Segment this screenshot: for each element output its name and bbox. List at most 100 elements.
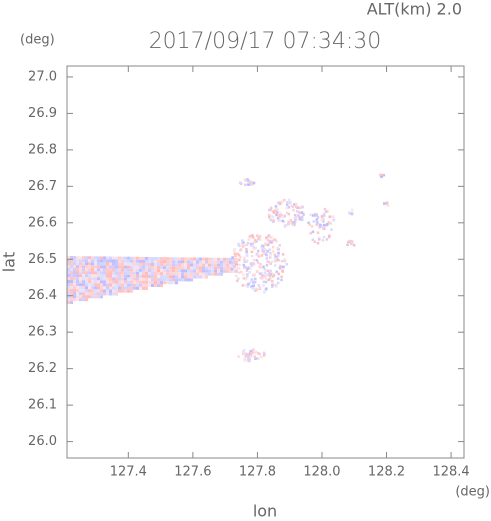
echo-cell: [257, 255, 261, 258]
echo-cell: [82, 295, 85, 299]
echo-cell: [157, 281, 160, 285]
echo-cell: [244, 359, 247, 362]
echo-cell: [267, 214, 271, 217]
echo-cell: [109, 256, 112, 260]
echo-cell: [258, 238, 262, 241]
echo-cell: [106, 289, 109, 293]
echo-cell: [223, 266, 226, 270]
echo-cell: [142, 286, 145, 290]
echo-cell: [275, 255, 278, 258]
echo-cell: [175, 281, 178, 285]
echo-cell: [103, 259, 106, 263]
echo-cell: [196, 275, 199, 279]
echo-cell: [145, 265, 148, 269]
echo-cell: [154, 284, 157, 288]
echo-cell: [242, 241, 245, 244]
echo-cell: [139, 274, 142, 278]
echo-cell: [290, 204, 293, 208]
echo-cell: [88, 286, 91, 290]
echo-cell: [130, 289, 133, 293]
echo-cell: [277, 251, 280, 255]
echo-cell: [124, 268, 127, 272]
echo-cell: [268, 241, 272, 244]
echo-cell: [172, 266, 175, 270]
echo-cell: [239, 248, 243, 251]
echo-cell: [94, 268, 97, 272]
echo-cell: [79, 277, 82, 281]
echo-cell: [112, 277, 115, 281]
echo-cell: [184, 257, 187, 261]
echo-cell: [106, 271, 109, 275]
echo-cell: [115, 283, 118, 287]
echo-cell: [253, 289, 257, 292]
echo-cell: [266, 250, 269, 253]
echo-cell: [242, 273, 245, 276]
echo-cell: [109, 262, 112, 266]
echo-cell: [272, 219, 275, 222]
echo-cell: [280, 213, 283, 217]
echo-cell: [127, 283, 130, 287]
echo-cell: [295, 210, 299, 213]
echo-cell: [88, 280, 91, 284]
echo-cell: [109, 268, 112, 272]
echo-cell: [172, 278, 175, 282]
echo-cell: [250, 182, 254, 185]
echo-cell: [202, 266, 205, 270]
echo-cell: [148, 268, 151, 272]
echo-cell: [106, 277, 109, 281]
echo-cell: [166, 275, 169, 279]
echo-cell: [94, 277, 97, 281]
echo-cell: [85, 283, 88, 287]
echo-cell: [243, 256, 246, 260]
echo-cell: [275, 211, 279, 214]
echo-cell: [142, 256, 145, 260]
echo-cell: [121, 277, 124, 281]
echo-cell: [85, 265, 88, 269]
echo-cell: [281, 219, 284, 223]
echo-cell: [251, 243, 254, 246]
echo-cell: [265, 257, 269, 260]
echo-cell: [91, 259, 94, 263]
echo-cell: [148, 271, 151, 275]
echo-cell: [130, 262, 133, 266]
echo-cell: [190, 275, 193, 279]
x-axis-label: lon: [253, 502, 277, 521]
echo-cell: [202, 260, 205, 264]
echo-cell: [214, 272, 217, 276]
echo-cell: [327, 221, 330, 224]
echo-cell: [73, 265, 76, 269]
echo-cell: [208, 269, 211, 273]
echo-cell: [139, 280, 142, 284]
echo-cell: [154, 278, 157, 282]
echo-cell: [100, 280, 103, 284]
echo-cell: [181, 278, 184, 282]
echo-cell: [277, 272, 280, 276]
echo-cell: [103, 277, 106, 281]
echo-cell: [106, 262, 109, 266]
echo-cell: [220, 269, 223, 273]
x-tick-label: 127.8: [239, 465, 276, 480]
echo-cell: [130, 286, 133, 290]
echo-cell: [269, 277, 272, 280]
echo-cell: [298, 211, 301, 214]
echo-cell: [145, 280, 148, 284]
echo-cell: [184, 260, 187, 264]
echo-cell: [100, 286, 103, 290]
x-tick-label: 128.4: [432, 465, 469, 480]
echo-cell: [202, 275, 205, 279]
echo-cell: [160, 266, 163, 270]
echo-cell: [175, 275, 178, 279]
echo-cell: [205, 269, 208, 273]
echo-cell: [79, 256, 82, 260]
echo-cell: [238, 258, 241, 262]
echo-cell: [199, 272, 202, 276]
echo-cell: [118, 259, 121, 263]
echo-cell: [276, 281, 280, 285]
echo-cell: [160, 284, 163, 288]
echo-cell: [217, 269, 220, 273]
echo-cell: [316, 231, 320, 234]
echo-cell: [265, 236, 268, 240]
echo-cell: [309, 213, 312, 217]
echo-cell: [145, 268, 148, 272]
echo-cell: [211, 272, 214, 276]
